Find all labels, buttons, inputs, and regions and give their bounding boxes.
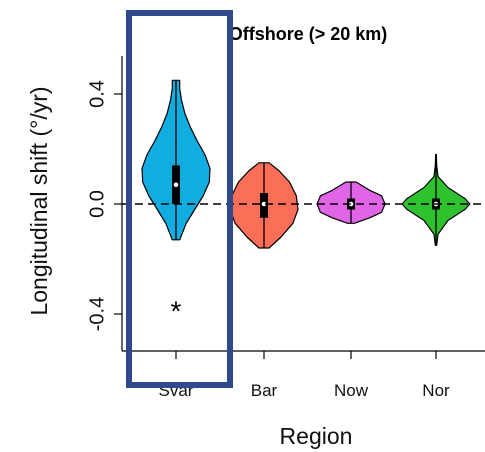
violins-layer bbox=[141, 79, 471, 249]
highlight-box bbox=[126, 10, 233, 388]
median-dot-bar bbox=[261, 201, 267, 207]
axes-layer bbox=[114, 56, 485, 359]
x-axis-title: Region bbox=[280, 423, 353, 449]
chart-title: Offshore (> 20 km) bbox=[229, 24, 388, 44]
y-tick-label: 0.4 bbox=[86, 80, 108, 108]
median-dot-svar bbox=[173, 182, 179, 188]
x-tick-label-nor: Nor bbox=[422, 381, 450, 400]
x-tick-label-now: Now bbox=[334, 381, 369, 400]
significance-star: * bbox=[171, 296, 182, 327]
y-axis-title: Longitudinal shift (°/yr) bbox=[26, 86, 52, 315]
y-tick-label: -0.4 bbox=[86, 297, 108, 331]
x-tick-label-bar: Bar bbox=[251, 381, 278, 400]
y-tick-label: 0.0 bbox=[86, 190, 108, 218]
